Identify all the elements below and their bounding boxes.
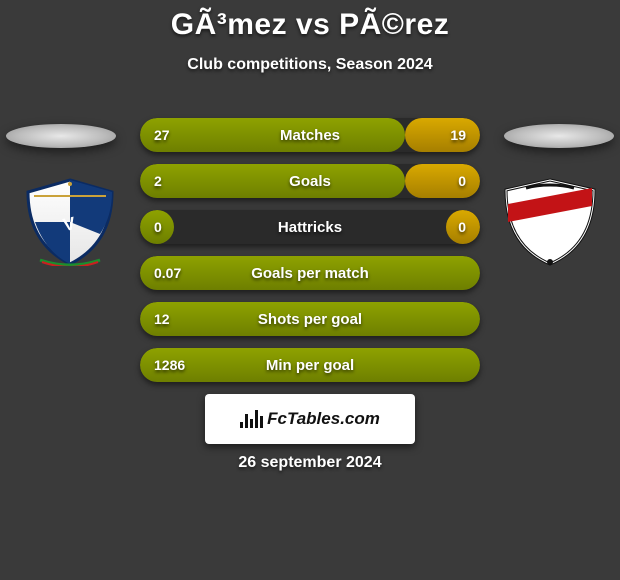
bar-chart-icon xyxy=(240,410,263,428)
stat-value-left: 0 xyxy=(154,210,162,244)
stat-value-left: 2 xyxy=(154,164,162,198)
independiente-crest-icon xyxy=(500,178,600,266)
stat-row: Min per goal1286 xyxy=(140,348,480,382)
spotlight-right xyxy=(504,124,614,148)
brand-text: FcTables.com xyxy=(267,409,380,429)
stat-row: Shots per goal12 xyxy=(140,302,480,336)
stat-label: Goals xyxy=(140,164,480,198)
stat-row: Hattricks0 0 xyxy=(140,210,480,244)
stat-row: Matches27 19 xyxy=(140,118,480,152)
velez-crest-icon: V xyxy=(20,178,120,266)
brand-box: FcTables.com xyxy=(205,394,415,444)
stat-value-right: 0 xyxy=(458,164,466,198)
stat-value-left: 12 xyxy=(154,302,170,336)
stat-label: Shots per goal xyxy=(140,302,480,336)
stat-label: Min per goal xyxy=(140,348,480,382)
fctables-logo: FcTables.com xyxy=(240,409,380,429)
spotlight-left xyxy=(6,124,116,148)
stat-value-left: 27 xyxy=(154,118,170,152)
team-badge-left: V xyxy=(20,178,120,266)
stat-row: Goals per match0.07 xyxy=(140,256,480,290)
team-badge-right xyxy=(500,178,600,266)
date-label: 26 september 2024 xyxy=(0,454,620,472)
stat-value-right: 0 xyxy=(458,210,466,244)
page-title: GÃ³mez vs PÃ©rez xyxy=(0,0,620,42)
stat-value-left: 1286 xyxy=(154,348,185,382)
subtitle: Club competitions, Season 2024 xyxy=(0,56,620,74)
stat-value-left: 0.07 xyxy=(154,256,181,290)
stats-panel: Matches2719Goals20Hattricks00Goals per m… xyxy=(140,118,480,394)
stat-row: Goals2 0 xyxy=(140,164,480,198)
stat-value-right: 19 xyxy=(450,118,466,152)
stat-label: Matches xyxy=(140,118,480,152)
stat-label: Hattricks xyxy=(140,210,480,244)
stat-label: Goals per match xyxy=(140,256,480,290)
